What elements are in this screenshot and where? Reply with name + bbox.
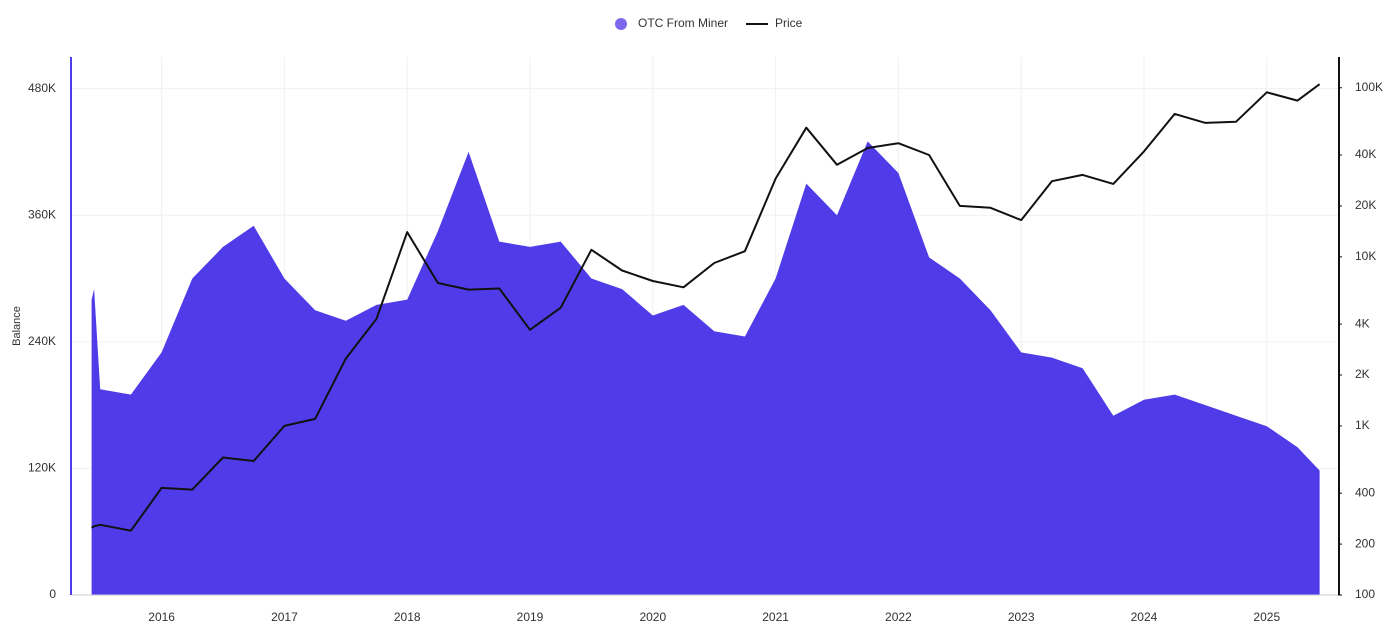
x-tick-label: 2016: [148, 610, 175, 624]
y-tick-label: 240K: [28, 334, 56, 348]
y2-tick-label: 4K: [1355, 316, 1370, 330]
y2-tick-label: 100: [1355, 587, 1375, 601]
y2-tick-label: 40K: [1355, 147, 1376, 161]
x-tick-label: 2017: [271, 610, 298, 624]
y-tick-label: 480K: [28, 81, 56, 95]
price-line: [91, 83, 1321, 532]
y2-tick-label: 10K: [1355, 249, 1376, 263]
y2-tick-label: 2K: [1355, 367, 1370, 381]
x-tick-label: 2024: [1131, 610, 1158, 624]
x-tick-label: 2020: [639, 610, 666, 624]
x-tick-label: 2019: [517, 610, 544, 624]
y2-tick-label: 400: [1355, 485, 1375, 499]
y2-tick-label: 1K: [1355, 418, 1370, 432]
y2-tick-label: 100K: [1355, 80, 1383, 94]
legend-dot: [615, 18, 627, 30]
x-tick-label: 2022: [885, 610, 912, 624]
balance-area: [91, 141, 1320, 595]
y-tick-label: 360K: [28, 207, 56, 221]
legend-label: OTC From Miner: [638, 16, 728, 30]
x-tick-label: 2023: [1008, 610, 1035, 624]
y2-tick-label: 20K: [1355, 198, 1376, 212]
x-tick-label: 2025: [1253, 610, 1280, 624]
x-tick-label: 2018: [394, 610, 421, 624]
y2-tick-label: 200: [1355, 536, 1375, 550]
legend-label: Price: [775, 16, 803, 30]
x-tick-label: 2021: [762, 610, 789, 624]
y-tick-label: 0: [49, 587, 56, 601]
y-axis-label: Balance: [11, 306, 23, 346]
y-tick-label: 120K: [28, 461, 56, 475]
